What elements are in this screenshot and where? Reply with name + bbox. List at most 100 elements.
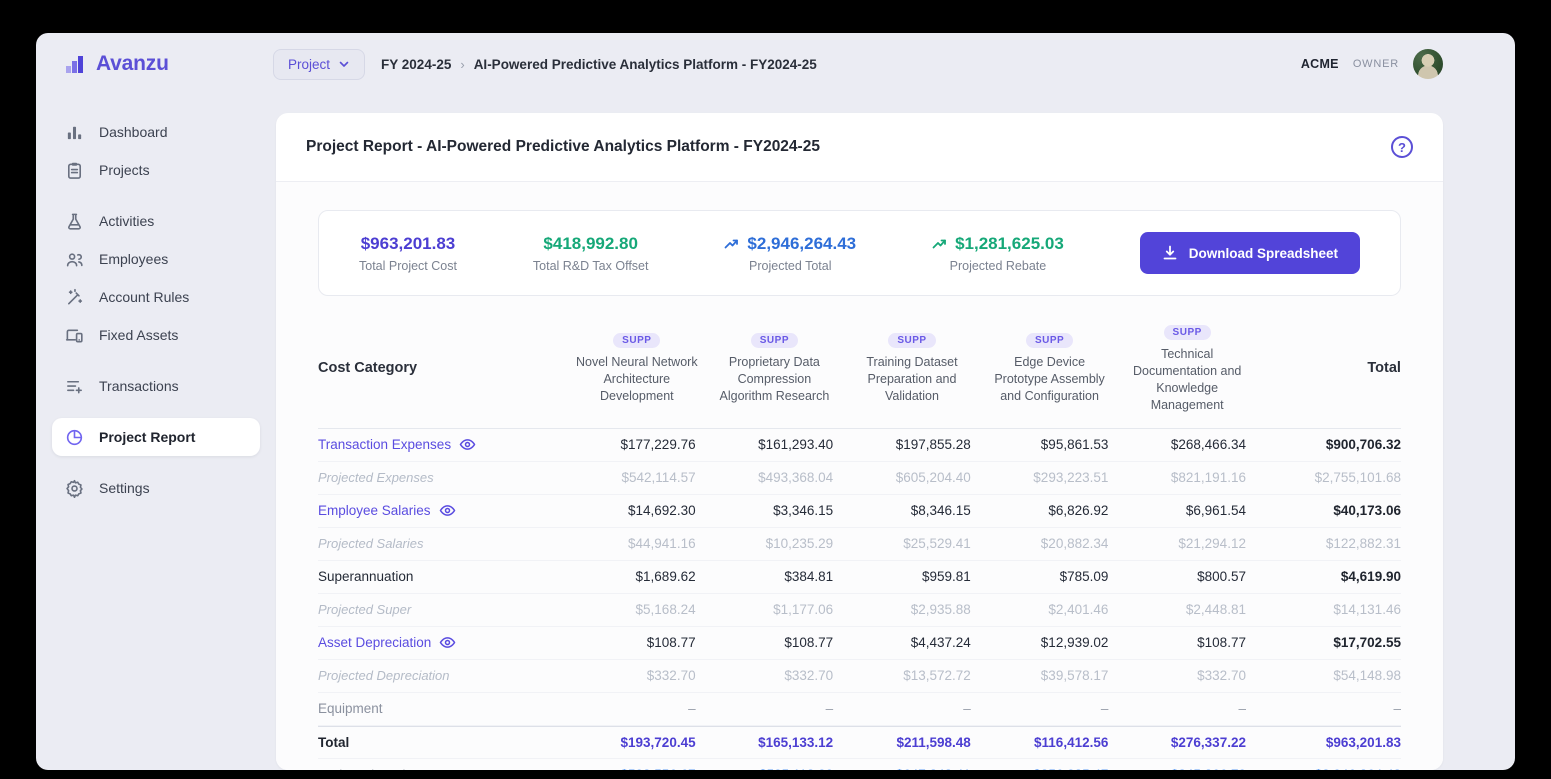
cost-table: Cost Category SUPP Novel Neural Network …	[318, 322, 1401, 770]
main-content: Project Report - AI-Powered Predictive A…	[276, 95, 1515, 770]
breadcrumb: Project FY 2024-25 › AI-Powered Predicti…	[273, 49, 817, 80]
cell-value: $785.09	[981, 569, 1119, 584]
column-header-total: Total	[1256, 360, 1401, 376]
sidebar-section-gap	[52, 354, 260, 367]
people-icon	[64, 249, 84, 269]
table-row: Asset Depreciation $108.77 $108.77 $4,43…	[318, 627, 1401, 660]
cell-value: $12,939.02	[981, 635, 1119, 650]
cell-value: $332.70	[1118, 668, 1256, 683]
cell-total: $963,201.83	[1256, 735, 1401, 750]
cost-category-link[interactable]: Asset Depreciation	[318, 635, 431, 650]
table-row: Projected Depreciation $332.70 $332.70 $…	[318, 660, 1401, 693]
cell-value: $108.77	[706, 635, 844, 650]
breadcrumb-separator: ›	[460, 57, 464, 72]
sidebar-item-dashboard[interactable]: Dashboard	[52, 113, 260, 151]
cell-value: $177,229.76	[568, 437, 706, 452]
sidebar-item-employees[interactable]: Employees	[52, 240, 260, 278]
stat-total-project-cost: $963,201.83 Total Project Cost	[359, 234, 457, 273]
account-area: ACME OWNER	[1301, 49, 1443, 79]
cost-category-label: Equipment	[318, 701, 383, 716]
cell-value: $39,578.17	[981, 668, 1119, 683]
breadcrumb-fy[interactable]: FY 2024-25	[381, 57, 451, 72]
sidebar: Dashboard Projects Activities Employee	[36, 95, 276, 770]
cell-value: $356,085.47	[981, 767, 1119, 770]
cell-value: $116,412.56	[981, 735, 1119, 750]
eye-icon[interactable]	[439, 502, 456, 519]
cell-value: $4,437.24	[843, 635, 981, 650]
column-header-activity: SUPP Edge Device Prototype Assembly and …	[981, 330, 1119, 405]
cell-total: $2,946,264.43	[1256, 767, 1401, 770]
sidebar-item-label: Employees	[99, 251, 168, 267]
cell-value: $800.57	[1118, 569, 1256, 584]
sidebar-item-project-report[interactable]: Project Report	[52, 418, 260, 456]
download-icon	[1162, 245, 1178, 261]
table-row: Superannuation $1,689.62 $384.81 $959.81…	[318, 561, 1401, 594]
cell-value: $6,826.92	[981, 503, 1119, 518]
page-title: Project Report - AI-Powered Predictive A…	[306, 138, 820, 156]
column-header-activity: SUPP Technical Documentation and Knowled…	[1118, 322, 1256, 414]
supp-badge: SUPP	[1164, 325, 1211, 340]
cell-total: $2,755,101.68	[1256, 470, 1401, 485]
sidebar-item-account-rules[interactable]: Account Rules	[52, 278, 260, 316]
cell-value: $542,114.57	[568, 470, 706, 485]
cell-value: $25,529.41	[843, 536, 981, 551]
cost-category-link[interactable]: Employee Salaries	[318, 503, 431, 518]
gear-icon	[64, 478, 84, 498]
sidebar-item-transactions[interactable]: Transactions	[52, 367, 260, 405]
sidebar-item-projects[interactable]: Projects	[52, 151, 260, 189]
cell-total: $122,882.31	[1256, 536, 1401, 551]
table-total-row: Total $193,720.45 $165,133.12 $211,598.4…	[318, 726, 1401, 759]
cell-value: –	[568, 701, 706, 716]
cell-value: $293,223.51	[981, 470, 1119, 485]
cell-value: $2,448.81	[1118, 602, 1256, 617]
cell-value: $2,401.46	[981, 602, 1119, 617]
app-window: Avanzu Project FY 2024-25 › AI-Powered P…	[36, 33, 1515, 770]
logo[interactable]: Avanzu	[64, 52, 273, 76]
sidebar-item-settings[interactable]: Settings	[52, 469, 260, 507]
column-header-cost-category: Cost Category	[318, 360, 568, 376]
column-header-activity: SUPP Novel Neural Network Architecture D…	[568, 330, 706, 405]
sidebar-item-label: Dashboard	[99, 124, 168, 140]
eye-icon[interactable]	[439, 634, 456, 651]
sidebar-item-fixed-assets[interactable]: Fixed Assets	[52, 316, 260, 354]
cell-value: $95,861.53	[981, 437, 1119, 452]
column-name: Novel Neural Network Architecture Develo…	[576, 354, 698, 405]
trend-up-icon	[932, 236, 948, 252]
cell-value: $505,113.09	[706, 767, 844, 770]
sidebar-item-activities[interactable]: Activities	[52, 202, 260, 240]
summary-bar: $963,201.83 Total Project Cost $418,992.…	[318, 210, 1401, 296]
table-row: Projected Expenses $542,114.57 $493,368.…	[318, 462, 1401, 495]
chevron-down-icon	[338, 58, 350, 70]
help-icon[interactable]: ?	[1391, 136, 1413, 158]
sidebar-section-gap	[52, 189, 260, 202]
cost-category-link[interactable]: Transaction Expenses	[318, 437, 451, 452]
cell-value: $821,191.16	[1118, 470, 1256, 485]
cell-value: $44,941.16	[568, 536, 706, 551]
cell-value: $21,294.12	[1118, 536, 1256, 551]
cell-total: $17,702.55	[1256, 635, 1401, 650]
project-selector-button[interactable]: Project	[273, 49, 365, 80]
eye-icon[interactable]	[459, 436, 476, 453]
topbar: Avanzu Project FY 2024-25 › AI-Powered P…	[36, 33, 1515, 95]
cell-value: $493,368.04	[706, 470, 844, 485]
sidebar-section-gap	[52, 456, 260, 469]
cell-value: –	[843, 701, 981, 716]
sidebar-item-label: Account Rules	[99, 289, 189, 305]
cell-value: $10,235.29	[706, 536, 844, 551]
cell-value: $5,168.24	[568, 602, 706, 617]
column-header-activity: SUPP Proprietary Data Compression Algori…	[706, 330, 844, 405]
stat-value: $2,946,264.43	[747, 234, 856, 254]
cell-value: $592,556.67	[568, 767, 706, 770]
bar-chart-icon	[64, 122, 84, 142]
table-row: Projected Super $5,168.24 $1,177.06 $2,9…	[318, 594, 1401, 627]
trend-up-icon	[724, 236, 740, 252]
cell-value: $605,204.40	[843, 470, 981, 485]
cell-total: –	[1256, 701, 1401, 716]
supp-badge: SUPP	[613, 333, 660, 348]
avatar[interactable]	[1413, 49, 1443, 79]
cell-value: $14,692.30	[568, 503, 706, 518]
sidebar-item-label: Project Report	[99, 429, 195, 445]
cell-value: $332.70	[568, 668, 706, 683]
table-projected-total-row: Projected Total $592,556.67 $505,113.09 …	[318, 759, 1401, 771]
download-spreadsheet-button[interactable]: Download Spreadsheet	[1140, 232, 1360, 274]
